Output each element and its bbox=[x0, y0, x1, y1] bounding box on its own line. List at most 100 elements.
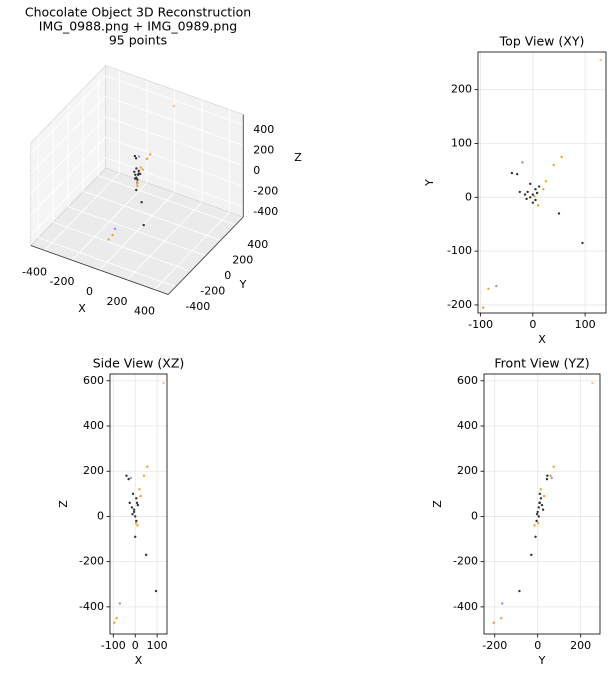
point bbox=[591, 381, 594, 385]
point bbox=[132, 508, 136, 511]
point bbox=[533, 195, 536, 198]
point bbox=[135, 167, 138, 170]
point bbox=[128, 501, 131, 505]
x-axis-label: Y bbox=[538, 654, 546, 667]
grid-line bbox=[68, 206, 206, 257]
x-axis-label: X bbox=[78, 302, 86, 315]
y-tick-label: 400 bbox=[83, 419, 104, 432]
point bbox=[552, 465, 556, 468]
point bbox=[136, 524, 139, 527]
y-tick-label: 100 bbox=[451, 136, 472, 149]
grid-line bbox=[30, 95, 107, 175]
x-tick-label: -200 bbox=[482, 639, 507, 652]
point bbox=[140, 201, 143, 204]
point bbox=[537, 506, 540, 509]
point bbox=[487, 287, 490, 290]
point bbox=[534, 188, 537, 191]
grid-line bbox=[105, 136, 244, 187]
plot-frame bbox=[477, 51, 607, 314]
point bbox=[172, 104, 176, 108]
point bbox=[135, 519, 138, 523]
point bbox=[534, 535, 537, 538]
y-tick-label: -400 bbox=[185, 300, 210, 313]
point bbox=[138, 488, 141, 491]
subplot-title: Top View (XY) bbox=[499, 34, 585, 49]
point bbox=[142, 223, 145, 227]
point bbox=[135, 188, 138, 192]
z-tick-label: -400 bbox=[253, 205, 278, 218]
point bbox=[538, 501, 541, 505]
x-tick-label: -100 bbox=[468, 318, 493, 331]
subplot-title: Side View (XZ) bbox=[93, 356, 185, 371]
point bbox=[131, 492, 135, 496]
point bbox=[134, 535, 137, 538]
point bbox=[135, 497, 138, 500]
point bbox=[546, 474, 549, 477]
point bbox=[530, 553, 533, 557]
point bbox=[542, 494, 546, 498]
point bbox=[144, 553, 148, 557]
x-tick-label: 100 bbox=[147, 639, 168, 652]
point bbox=[482, 306, 485, 309]
plot-frame bbox=[109, 373, 168, 635]
point bbox=[542, 188, 545, 191]
y-tick-label: 200 bbox=[232, 253, 253, 266]
point bbox=[526, 190, 529, 194]
point bbox=[125, 474, 128, 477]
point bbox=[525, 197, 528, 201]
point bbox=[550, 476, 553, 480]
point bbox=[142, 474, 146, 477]
x-tick-label: 400 bbox=[134, 305, 155, 318]
chart-title: Chocolate Object 3D Reconstruction bbox=[25, 5, 251, 20]
point bbox=[535, 191, 539, 195]
point bbox=[148, 153, 152, 156]
chart-subtitle: IMG_0988.png + IMG_0989.png bbox=[39, 19, 237, 34]
y-tick-label: -200 bbox=[79, 555, 104, 568]
x-tick-label: -100 bbox=[101, 639, 126, 652]
point bbox=[599, 58, 602, 62]
point bbox=[141, 168, 144, 171]
point bbox=[510, 171, 514, 175]
point bbox=[129, 476, 133, 480]
point bbox=[136, 178, 139, 181]
y-axis-label: Z bbox=[431, 500, 444, 508]
grid-line bbox=[98, 175, 236, 226]
point bbox=[518, 190, 521, 194]
x-tick-label: 200 bbox=[570, 639, 591, 652]
point bbox=[113, 227, 117, 231]
point bbox=[134, 522, 138, 525]
point bbox=[518, 589, 521, 593]
point bbox=[534, 198, 537, 202]
point bbox=[536, 522, 540, 525]
point bbox=[536, 510, 539, 514]
z-tick-label: 400 bbox=[253, 123, 274, 136]
point bbox=[135, 501, 139, 505]
y-tick-label: 200 bbox=[83, 464, 104, 477]
point bbox=[581, 241, 584, 245]
point bbox=[560, 155, 563, 159]
y-tick-label: 0 bbox=[97, 509, 104, 522]
y-tick-label: -200 bbox=[453, 555, 478, 568]
point bbox=[499, 616, 503, 620]
z-tick-label: -200 bbox=[253, 184, 278, 197]
point bbox=[154, 589, 158, 593]
point bbox=[111, 233, 114, 237]
point bbox=[133, 170, 136, 174]
grid-line bbox=[105, 75, 244, 126]
y-axis-label: Y bbox=[423, 179, 436, 187]
grid-line bbox=[30, 157, 107, 236]
y-tick-label: 400 bbox=[457, 419, 478, 432]
y-tick-label: -400 bbox=[79, 600, 104, 613]
grid-line bbox=[53, 221, 191, 272]
y-tick-label: -400 bbox=[453, 600, 478, 613]
point bbox=[107, 238, 110, 241]
point bbox=[130, 506, 134, 509]
point bbox=[118, 602, 122, 605]
grid-line bbox=[105, 157, 244, 208]
point bbox=[134, 173, 137, 176]
plot-frame bbox=[483, 373, 601, 635]
point bbox=[541, 508, 545, 511]
point bbox=[131, 512, 134, 516]
x-tick-label: -400 bbox=[22, 265, 47, 278]
